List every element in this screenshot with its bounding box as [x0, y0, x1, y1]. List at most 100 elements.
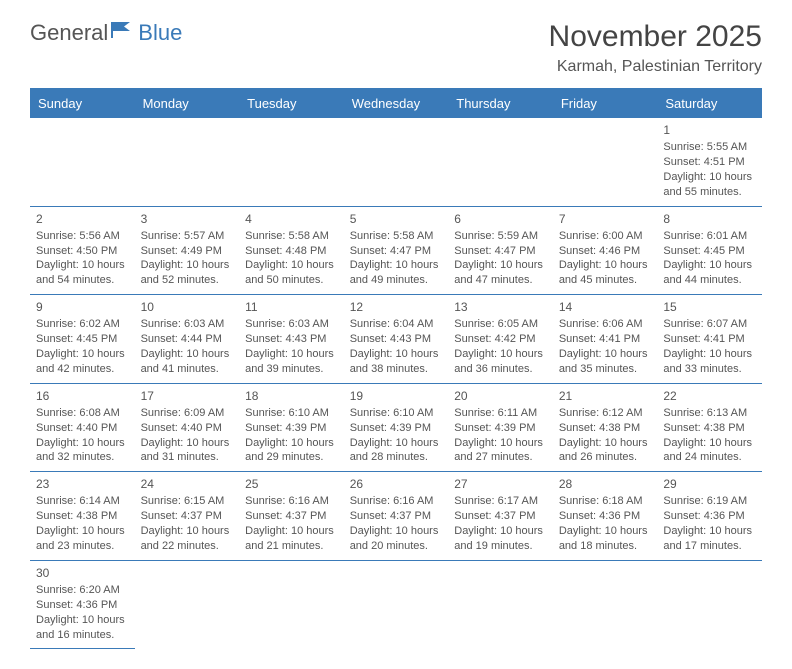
- day-number: 19: [350, 388, 443, 404]
- calendar-cell: [239, 118, 344, 207]
- day-number: 12: [350, 299, 443, 315]
- calendar-page: General Blue November 2025 Karmah, Pales…: [0, 0, 792, 669]
- day-info: Sunrise: 6:14 AMSunset: 4:38 PMDaylight:…: [36, 494, 129, 553]
- calendar-cell: 25 Sunrise: 6:16 AMSunset: 4:37 PMDayligh…: [239, 472, 344, 561]
- calendar-cell: 14Sunrise: 6:06 AMSunset: 4:41 PMDayligh…: [553, 295, 658, 384]
- calendar-cell: 18Sunrise: 6:10 AMSunset: 4:39 PMDayligh…: [239, 383, 344, 472]
- calendar-cell: [239, 560, 344, 649]
- calendar-cell: 21 Sunrise: 6:12 AMSunset: 4:38 PMDayligh…: [553, 383, 658, 472]
- day-number: 10: [141, 299, 234, 315]
- day-number: 24: [141, 476, 234, 492]
- calendar-cell: [135, 118, 240, 207]
- day-info: Sunrise: 6:10 AMSunset: 4:39 PMDaylight:…: [350, 406, 443, 465]
- calendar-cell: [135, 560, 240, 649]
- logo-text-blue: Blue: [138, 20, 182, 46]
- calendar-cell: 16 Sunrise: 6:08 AMSunset: 4:40 PMDayligh…: [30, 383, 135, 472]
- day-number: 14: [559, 299, 652, 315]
- day-number: 5: [350, 211, 443, 227]
- weekday-header: Tuesday: [239, 89, 344, 118]
- day-info: Sunrise: 6:02 AMSunset: 4:45 PMDaylight:…: [36, 317, 129, 376]
- calendar-cell: 10 Sunrise: 6:03 AMSunset: 4:44 PMDayligh…: [135, 295, 240, 384]
- day-info: Sunrise: 6:15 AMSunset: 4:37 PMDaylight:…: [141, 494, 234, 553]
- calendar-cell: 23 Sunrise: 6:14 AMSunset: 4:38 PMDayligh…: [30, 472, 135, 561]
- calendar-cell: 22Sunrise: 6:13 AMSunset: 4:38 PMDayligh…: [657, 383, 762, 472]
- calendar-cell: [553, 118, 658, 207]
- day-number: 26: [350, 476, 443, 492]
- calendar-cell: 7Sunrise: 6:00 AMSunset: 4:46 PMDaylight…: [553, 206, 658, 295]
- calendar-cell: 29 Sunrise: 6:19 AMSunset: 4:36 PMDayligh…: [657, 472, 762, 561]
- day-number: 9: [36, 299, 129, 315]
- calendar-header-row: SundayMondayTuesdayWednesdayThursdayFrid…: [30, 89, 762, 118]
- calendar-cell: [30, 118, 135, 207]
- month-title: November 2025: [549, 20, 762, 54]
- day-info: Sunrise: 6:20 AMSunset: 4:36 PMDaylight:…: [36, 583, 129, 642]
- weekday-header: Saturday: [657, 89, 762, 118]
- calendar-cell: 13 Sunrise: 6:05 AMSunset: 4:42 PMDayligh…: [448, 295, 553, 384]
- day-number: 23: [36, 476, 129, 492]
- day-number: 27: [454, 476, 547, 492]
- day-number: 21: [559, 388, 652, 404]
- location: Karmah, Palestinian Territory: [549, 58, 762, 76]
- calendar-cell: 9 Sunrise: 6:02 AMSunset: 4:45 PMDaylight…: [30, 295, 135, 384]
- day-info: Sunrise: 5:58 AMSunset: 4:48 PMDaylight:…: [245, 229, 338, 288]
- calendar-cell: [448, 560, 553, 649]
- day-number: 8: [663, 211, 756, 227]
- calendar-cell: 20Sunrise: 6:11 AMSunset: 4:39 PMDayligh…: [448, 383, 553, 472]
- calendar-cell: [553, 560, 658, 649]
- day-number: 22: [663, 388, 756, 404]
- calendar-cell: 28Sunrise: 6:18 AMSunset: 4:36 PMDayligh…: [553, 472, 658, 561]
- day-info: Sunrise: 6:16 AMSunset: 4:37 PMDaylight:…: [350, 494, 443, 553]
- day-number: 25: [245, 476, 338, 492]
- day-number: 29: [663, 476, 756, 492]
- calendar-cell: 15Sunrise: 6:07 AMSunset: 4:41 PMDayligh…: [657, 295, 762, 384]
- day-number: 2: [36, 211, 129, 227]
- day-info: Sunrise: 6:03 AMSunset: 4:44 PMDaylight:…: [141, 317, 234, 376]
- weekday-header: Sunday: [30, 89, 135, 118]
- calendar-cell: 5 Sunrise: 5:58 AMSunset: 4:47 PMDaylight…: [344, 206, 449, 295]
- calendar-cell: 11Sunrise: 6:03 AMSunset: 4:43 PMDayligh…: [239, 295, 344, 384]
- day-number: 16: [36, 388, 129, 404]
- day-number: 3: [141, 211, 234, 227]
- header: General Blue November 2025 Karmah, Pales…: [30, 20, 762, 76]
- day-number: 17: [141, 388, 234, 404]
- calendar-table: SundayMondayTuesdayWednesdayThursdayFrid…: [30, 88, 762, 649]
- day-info: Sunrise: 5:59 AMSunset: 4:47 PMDaylight:…: [454, 229, 547, 288]
- day-info: Sunrise: 5:56 AMSunset: 4:50 PMDaylight:…: [36, 229, 129, 288]
- weekday-header: Wednesday: [344, 89, 449, 118]
- calendar-cell: 6 Sunrise: 5:59 AMSunset: 4:47 PMDaylight…: [448, 206, 553, 295]
- logo-text-general: General: [30, 20, 108, 46]
- calendar-cell: 12 Sunrise: 6:04 AMSunset: 4:43 PMDayligh…: [344, 295, 449, 384]
- day-info: Sunrise: 6:19 AMSunset: 4:36 PMDaylight:…: [663, 494, 756, 553]
- calendar-cell: [344, 560, 449, 649]
- title-block: November 2025 Karmah, Palestinian Territ…: [549, 20, 762, 76]
- weekday-header: Monday: [135, 89, 240, 118]
- calendar-body: 1 Sunrise: 5:55 AMSunset: 4:51 PMDaylight…: [30, 118, 762, 649]
- day-info: Sunrise: 6:08 AMSunset: 4:40 PMDaylight:…: [36, 406, 129, 465]
- day-number: 30: [36, 565, 129, 581]
- day-info: Sunrise: 6:01 AMSunset: 4:45 PMDaylight:…: [663, 229, 756, 288]
- day-info: Sunrise: 6:00 AMSunset: 4:46 PMDaylight:…: [559, 229, 652, 288]
- calendar-cell: [344, 118, 449, 207]
- weekday-header: Thursday: [448, 89, 553, 118]
- day-number: 13: [454, 299, 547, 315]
- calendar-cell: 27 Sunrise: 6:17 AMSunset: 4:37 PMDayligh…: [448, 472, 553, 561]
- day-number: 18: [245, 388, 338, 404]
- day-number: 1: [663, 122, 756, 138]
- calendar-cell: 17Sunrise: 6:09 AMSunset: 4:40 PMDayligh…: [135, 383, 240, 472]
- day-number: 15: [663, 299, 756, 315]
- day-info: Sunrise: 5:58 AMSunset: 4:47 PMDaylight:…: [350, 229, 443, 288]
- calendar-cell: 4Sunrise: 5:58 AMSunset: 4:48 PMDaylight…: [239, 206, 344, 295]
- day-info: Sunrise: 6:03 AMSunset: 4:43 PMDaylight:…: [245, 317, 338, 376]
- calendar-cell: [448, 118, 553, 207]
- day-info: Sunrise: 6:17 AMSunset: 4:37 PMDaylight:…: [454, 494, 547, 553]
- day-info: Sunrise: 6:12 AMSunset: 4:38 PMDaylight:…: [559, 406, 652, 465]
- day-info: Sunrise: 6:18 AMSunset: 4:36 PMDaylight:…: [559, 494, 652, 553]
- day-info: Sunrise: 6:04 AMSunset: 4:43 PMDaylight:…: [350, 317, 443, 376]
- logo: General Blue: [30, 20, 182, 46]
- calendar-cell: 19 Sunrise: 6:10 AMSunset: 4:39 PMDayligh…: [344, 383, 449, 472]
- day-info: Sunrise: 6:05 AMSunset: 4:42 PMDaylight:…: [454, 317, 547, 376]
- day-info: Sunrise: 5:55 AMSunset: 4:51 PMDaylight:…: [663, 140, 756, 199]
- day-number: 6: [454, 211, 547, 227]
- day-info: Sunrise: 6:16 AMSunset: 4:37 PMDaylight:…: [245, 494, 338, 553]
- calendar-cell: 26 Sunrise: 6:16 AMSunset: 4:37 PMDayligh…: [344, 472, 449, 561]
